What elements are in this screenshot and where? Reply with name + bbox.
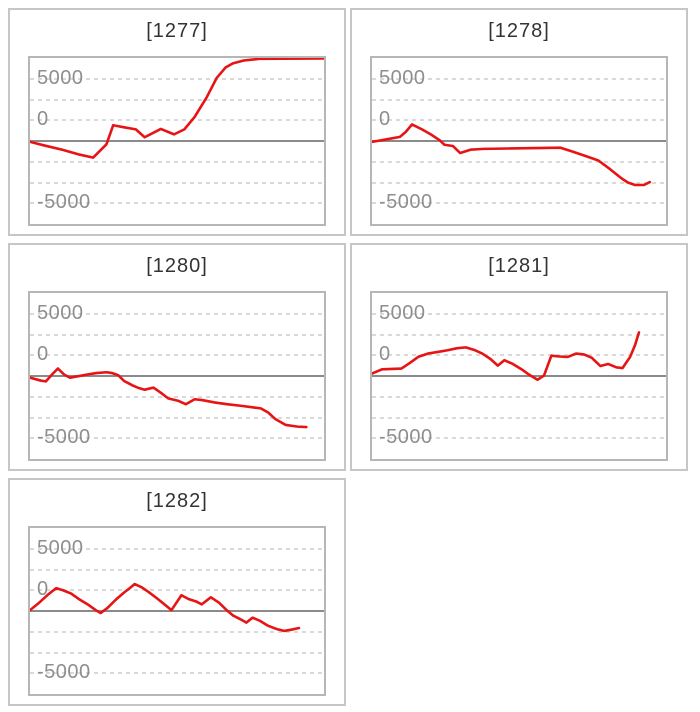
y-axis-label--5000: -5000 <box>37 426 91 449</box>
y-axis-label-0: 0 <box>37 108 49 131</box>
gridline <box>30 354 324 357</box>
gridline <box>30 98 324 101</box>
slump-graph <box>372 293 666 459</box>
chart-title: [1282] <box>146 490 208 512</box>
gridline <box>30 437 324 440</box>
data-line <box>372 124 650 185</box>
gridline <box>372 312 666 315</box>
gridline <box>372 333 666 336</box>
chart-card-1278: [1278] 5000 0 -5000 <box>350 8 688 236</box>
chart-board: [1277] 5000 0 -5000 [1278] 5000 0 -5000 [1280] 50… <box>8 8 688 706</box>
chart-card-1277: [1277] 5000 0 -5000 <box>8 8 346 236</box>
plot-area: 5000 0 -5000 <box>28 526 326 696</box>
gridline <box>372 416 666 419</box>
chart-card-1282: [1282] 5000 0 -5000 <box>8 478 346 706</box>
gridline <box>30 395 324 398</box>
data-line <box>30 369 306 428</box>
y-axis-label--5000: -5000 <box>379 426 433 449</box>
gridline <box>372 354 666 357</box>
y-axis-label-0: 0 <box>379 343 391 366</box>
chart-title: [1280] <box>146 255 208 277</box>
slump-graph <box>372 58 666 224</box>
slump-graph <box>30 58 324 224</box>
gridline <box>372 437 666 440</box>
y-axis-label-0: 0 <box>37 578 49 601</box>
gridline <box>372 395 666 398</box>
gridline <box>30 672 324 675</box>
gridline <box>372 98 666 101</box>
data-line <box>30 584 299 631</box>
zero-line <box>372 140 666 142</box>
gridline <box>30 181 324 184</box>
gridline <box>30 77 324 80</box>
y-axis-label-5000: 5000 <box>379 66 426 89</box>
gridline <box>372 160 666 163</box>
plot-area: 5000 0 -5000 <box>370 291 668 461</box>
gridline <box>30 160 324 163</box>
y-axis-label-0: 0 <box>37 343 49 366</box>
gridline <box>30 202 324 205</box>
gridline <box>372 202 666 205</box>
zero-line <box>372 375 666 377</box>
gridline <box>30 333 324 336</box>
chart-title: [1281] <box>488 255 550 277</box>
y-axis-label-5000: 5000 <box>37 536 84 559</box>
data-line <box>372 332 639 379</box>
zero-line <box>30 610 324 612</box>
gridline <box>30 547 324 550</box>
gridline <box>30 589 324 592</box>
y-axis-label--5000: -5000 <box>379 191 433 214</box>
chart-card-1280: [1280] 5000 0 -5000 <box>8 243 346 471</box>
y-axis-label--5000: -5000 <box>37 191 91 214</box>
gridline <box>30 568 324 571</box>
gridline <box>30 119 324 122</box>
zero-line <box>30 375 324 377</box>
chart-title: [1278] <box>488 20 550 42</box>
y-axis-label-5000: 5000 <box>37 301 84 324</box>
y-axis-label-5000: 5000 <box>379 301 426 324</box>
slump-graph <box>30 528 324 694</box>
zero-line <box>30 140 324 142</box>
gridline <box>30 630 324 633</box>
y-axis-label-5000: 5000 <box>37 66 84 89</box>
slump-graph <box>30 293 324 459</box>
gridline <box>372 77 666 80</box>
plot-area: 5000 0 -5000 <box>370 56 668 226</box>
gridline <box>372 181 666 184</box>
gridline <box>30 416 324 419</box>
data-line <box>30 58 324 157</box>
gridline <box>372 119 666 122</box>
chart-title: [1277] <box>146 20 208 42</box>
chart-card-1281: [1281] 5000 0 -5000 <box>350 243 688 471</box>
plot-area: 5000 0 -5000 <box>28 56 326 226</box>
plot-area: 5000 0 -5000 <box>28 291 326 461</box>
gridline <box>30 651 324 654</box>
y-axis-label--5000: -5000 <box>37 661 91 684</box>
gridline <box>30 312 324 315</box>
y-axis-label-0: 0 <box>379 108 391 131</box>
